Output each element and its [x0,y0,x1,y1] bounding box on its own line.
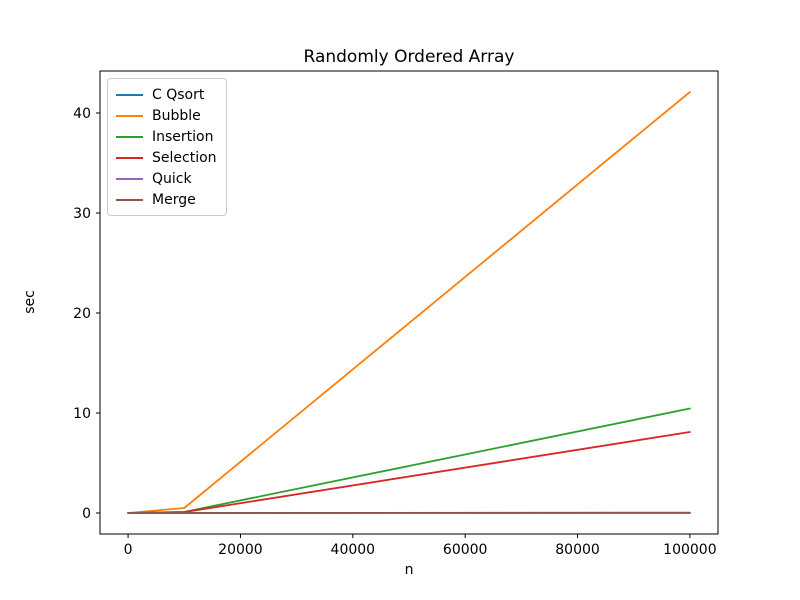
legend-item-insertion: Insertion [116,126,217,147]
legend-line-swatch [116,198,143,201]
legend-item-quick: Quick [116,168,217,189]
chart-title: Randomly Ordered Array [303,47,515,67]
legend-label: Bubble [152,107,201,124]
legend-label: Selection [152,149,217,166]
axes-frame [99,70,719,535]
series-line-selection [127,431,691,514]
legend-item-c-qsort: C Qsort [116,84,217,105]
y-tick-label: 10 [73,406,91,422]
legend-line-swatch [116,156,143,159]
legend-line-swatch [116,135,143,138]
legend: C Qsort Bubble Insertion Selection Quick Merg… [107,78,227,216]
legend-line-swatch [116,93,143,96]
y-tick-label: 0 [82,506,91,522]
x-tick-label: 20000 [218,542,263,558]
legend-line-swatch [116,114,143,117]
legend-label: Insertion [152,128,214,145]
x-tick-label: 40000 [331,542,376,558]
legend-item-merge: Merge [116,189,217,210]
series-line-bubble [127,91,691,514]
y-axis-label: sec [22,290,38,314]
legend-line-swatch [116,177,143,180]
legend-item-selection: Selection [116,147,217,168]
y-tick-label: 20 [73,306,91,322]
y-tick-label: 30 [73,206,91,222]
x-tick-label: 80000 [555,542,600,558]
legend-label: C Qsort [152,86,205,103]
legend-label: Quick [152,170,192,187]
legend-item-bubble: Bubble [116,105,217,126]
x-tick-label: 0 [124,542,133,558]
series-line-insertion [127,407,691,514]
x-tick-label: 100000 [663,542,716,558]
legend-label: Merge [152,191,196,208]
x-tick-label: 60000 [443,542,488,558]
y-tick-label: 40 [73,106,91,122]
x-axis-label: n [404,562,414,578]
